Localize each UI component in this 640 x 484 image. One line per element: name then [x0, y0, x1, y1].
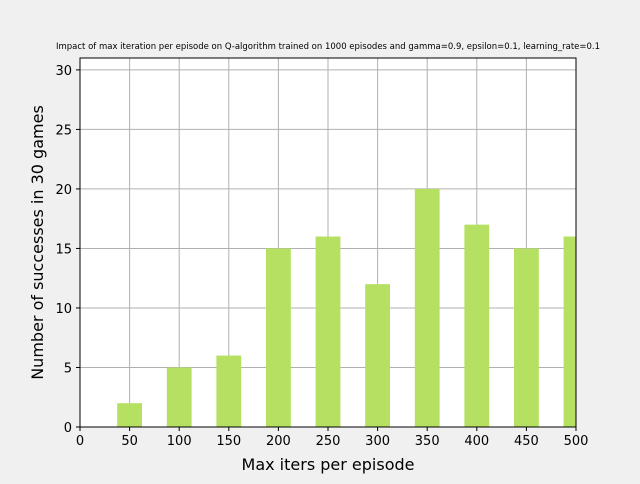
- bar: [315, 236, 341, 427]
- y-axis-ticks: 0 5 10 15 20 25 30: [55, 64, 80, 436]
- y-axis-label: Number of successes in 30 games: [28, 105, 47, 380]
- x-tick-label: 400: [464, 434, 489, 449]
- bars-group: [117, 188, 576, 427]
- bar: [414, 188, 440, 427]
- bar: [464, 224, 490, 427]
- y-tick-label: 20: [55, 183, 72, 198]
- x-tick-label: 250: [316, 434, 341, 449]
- x-tick-label: 350: [415, 434, 440, 449]
- bar: [166, 367, 192, 427]
- y-tick-label: 15: [55, 242, 72, 257]
- bar: [117, 403, 142, 427]
- y-tick-label: 30: [55, 64, 72, 79]
- y-tick-label: 0: [64, 421, 72, 436]
- x-tick-label: 500: [564, 434, 589, 449]
- y-tick-label: 10: [55, 302, 72, 317]
- bar: [365, 284, 390, 427]
- bar: [563, 236, 576, 427]
- bar: [266, 248, 291, 427]
- bar: [514, 248, 539, 427]
- y-tick-label: 25: [55, 123, 72, 138]
- chart-title: Impact of max iteration per episode on Q…: [56, 42, 600, 52]
- x-tick-label: 200: [266, 434, 291, 449]
- y-tick-label: 5: [64, 361, 72, 376]
- x-tick-label: 50: [121, 434, 138, 449]
- x-tick-label: 100: [167, 434, 192, 449]
- x-axis-label: Max iters per episode: [242, 455, 415, 474]
- x-axis-ticks: 0 50 100 150 200 250 300 350 400 450 500: [76, 427, 589, 449]
- x-tick-label: 0: [76, 434, 84, 449]
- x-tick-label: 450: [514, 434, 539, 449]
- x-tick-label: 150: [216, 434, 241, 449]
- x-tick-label: 300: [365, 434, 390, 449]
- bar: [216, 355, 242, 427]
